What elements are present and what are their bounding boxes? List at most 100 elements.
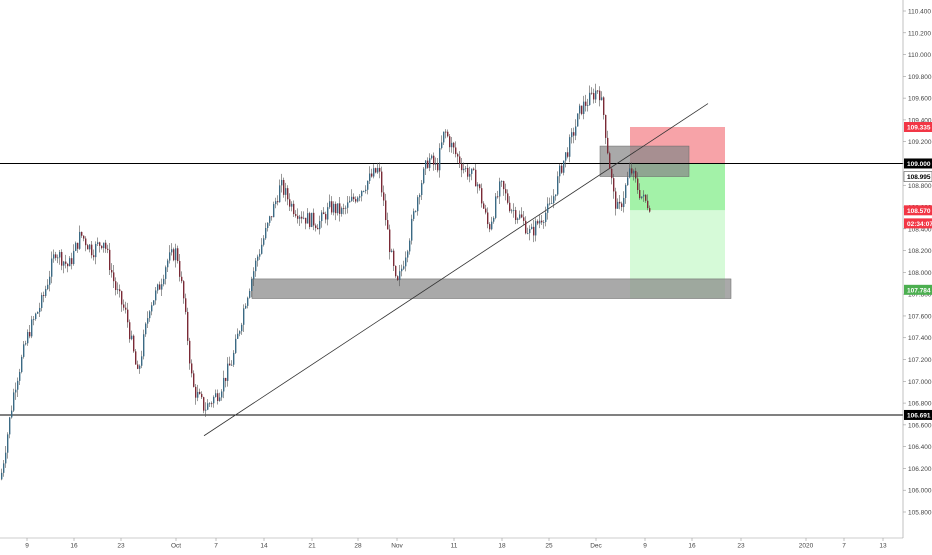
candle-body [489,224,491,230]
candle-body [567,152,569,157]
candle-body [359,196,361,198]
price-axis[interactable] [903,0,932,550]
candle-body [405,257,407,267]
candle-body [21,356,23,373]
candle-body [363,191,365,192]
price-tag-0[interactable] [904,121,932,132]
candle-body [273,204,275,218]
support-zone[interactable] [251,278,732,299]
candle-body [487,212,489,225]
candle-body [71,258,73,265]
price-tag-1[interactable] [904,158,932,169]
candle-body [373,168,375,177]
x-tick-label: 23 [117,543,125,550]
candle-body [357,197,359,202]
candle-body [441,142,443,149]
candle-body [505,189,507,194]
y-tick-label: 108.200 [908,248,932,255]
candle-body [171,249,173,253]
candle-body [571,132,573,138]
candle-body [103,242,105,249]
candle-body [263,238,265,245]
candle-body [37,312,39,314]
candle-body [589,92,591,106]
candle-body [243,308,245,325]
candle-body [15,389,17,393]
y-tick-label: 107.200 [908,357,932,364]
candle-body [639,190,641,199]
candle-body [95,243,97,258]
trend-line[interactable] [203,103,709,437]
candle-body [361,191,363,197]
price-tag-6[interactable] [904,409,932,420]
candle-body [105,242,107,249]
x-tick-label: 9 [643,543,647,550]
y-tick-label: 109.200 [908,139,932,146]
candle-body [573,132,575,136]
candle-body [1,472,3,480]
candle-body [599,90,601,101]
candle-body [549,203,551,205]
candle-body [493,217,495,222]
candle-body [479,184,481,189]
price-tag-2[interactable] [903,171,932,182]
candle-body [173,249,175,261]
candle-body [465,167,467,169]
price-tag-4[interactable] [904,218,932,229]
candle-body [169,252,171,261]
candle-body [615,191,617,209]
candle-body [81,231,83,236]
y-tick-label: 105.800 [908,510,932,517]
candle-body [219,397,221,401]
candle-body [7,434,9,453]
candle-body [185,298,187,312]
candle-body [411,218,413,241]
candle-body [533,226,535,236]
candle-body [579,105,581,114]
x-tick-label: Oct [171,543,181,550]
resistance-zone[interactable] [599,145,690,177]
y-tick-label: 108.400 [908,226,932,233]
candle-body [159,284,161,290]
candle-body [389,229,391,253]
candle-body [253,271,255,280]
candle-body [31,319,33,337]
candle-body [495,196,497,218]
candle-body [251,279,253,292]
candle-body [407,251,409,258]
x-tick-label: 2020 [799,543,814,550]
candle-body [107,248,109,250]
candle-body [175,248,177,261]
candle-body [347,202,349,208]
candle-body [419,195,421,198]
x-tick-label: 21 [308,543,316,550]
candle-body [355,199,357,202]
candle-body [645,194,647,201]
candle-body [205,409,207,411]
candle-body [285,188,287,195]
price-tag-3[interactable] [904,205,932,216]
x-tick-label: 16 [688,543,696,550]
candle-body [397,276,399,281]
candle-body [79,231,81,249]
candle-body [457,154,459,157]
candle-body [345,207,347,209]
candle-body [519,214,521,219]
x-tick-label: 7 [842,543,846,550]
candle-body [39,307,41,313]
candle-body [535,221,537,236]
candle-body [13,392,15,411]
candle-body [25,343,27,345]
candle-body [5,452,7,464]
candle-body [521,214,523,218]
y-tick-label: 108.000 [908,270,932,277]
candle-body [195,386,197,398]
price-tag-5[interactable] [904,284,932,295]
candle-body [339,203,341,214]
candle-body [481,188,483,204]
candle-body [461,163,463,171]
candle-body [85,238,87,246]
x-tick-label: 23 [737,543,745,550]
